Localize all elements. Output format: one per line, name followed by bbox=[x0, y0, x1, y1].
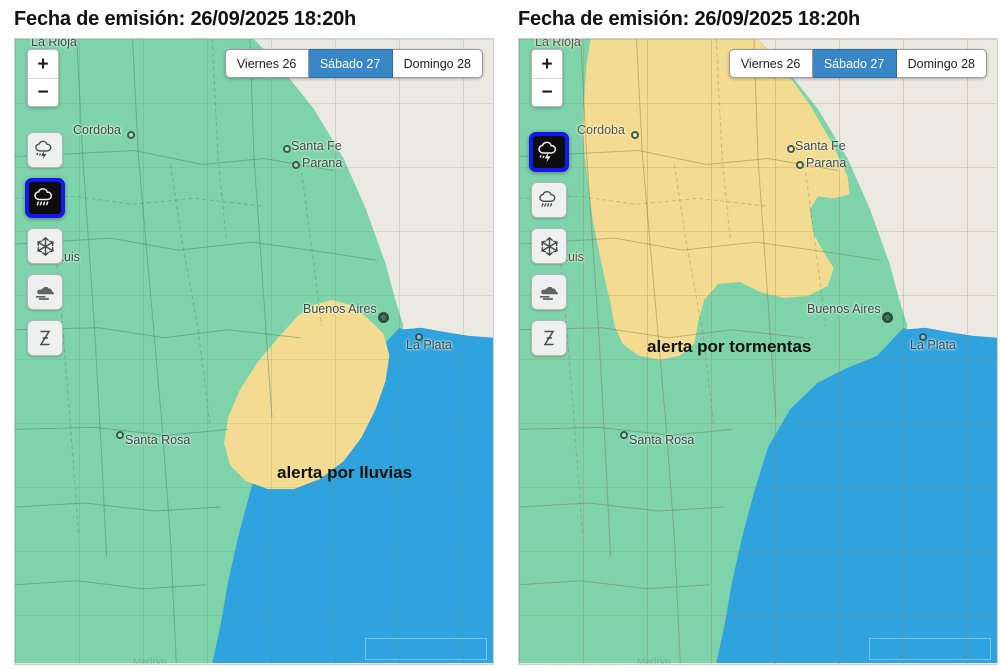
zoom-in-button[interactable]: + bbox=[28, 50, 58, 78]
day-tab-domingo[interactable]: Domingo 28 bbox=[392, 49, 483, 78]
map-right[interactable]: + − Viernes 26 Sábado 27 Domingo 28 bbox=[518, 38, 998, 665]
hazard-button-wind[interactable] bbox=[27, 274, 63, 310]
place-dot-santa-fe bbox=[787, 145, 795, 153]
place-dot-buenos-aires bbox=[378, 312, 389, 323]
panel-right-tormentas: Fecha de emisión: 26/09/2025 18:20h bbox=[504, 0, 1000, 669]
hazard-button-thunderstorm[interactable] bbox=[529, 132, 569, 172]
hazard-rail-left[interactable] bbox=[25, 132, 65, 356]
hazard-button-temperature[interactable] bbox=[531, 320, 567, 356]
issue-date-title: Fecha de emisión: 26/09/2025 18:20h bbox=[14, 7, 357, 30]
place-dot-buenos-aires bbox=[882, 312, 893, 323]
zoom-in-button[interactable]: + bbox=[532, 50, 562, 78]
rain-cloud-icon bbox=[538, 190, 560, 210]
map-attribution-box-left bbox=[365, 638, 487, 660]
thunderstorm-icon bbox=[537, 141, 561, 163]
snowflake-icon bbox=[539, 236, 560, 257]
temperature-icon bbox=[539, 328, 559, 348]
panel-right-header: Fecha de emisión: 26/09/2025 18:20h bbox=[504, 0, 1000, 38]
panel-left-header: Fecha de emisión: 26/09/2025 18:20h bbox=[0, 0, 496, 38]
thunderstorm-icon bbox=[34, 140, 56, 160]
rain-cloud-icon bbox=[33, 187, 57, 209]
day-tab-viernes[interactable]: Viernes 26 bbox=[224, 49, 309, 78]
map-land-green-left bbox=[15, 39, 404, 664]
map-left[interactable]: + − Viernes 26 Sábado 27 Domingo 28 bbox=[14, 38, 494, 665]
hazard-button-rain[interactable] bbox=[25, 178, 65, 218]
place-dot-parana bbox=[292, 161, 300, 169]
place-dot-santa-fe bbox=[283, 145, 291, 153]
place-dot-la-plata bbox=[415, 333, 423, 341]
hazard-button-wind[interactable] bbox=[531, 274, 567, 310]
hazard-rail-right[interactable] bbox=[529, 132, 569, 356]
hazard-button-rain[interactable] bbox=[531, 182, 567, 218]
hazard-button-temperature[interactable] bbox=[27, 320, 63, 356]
zoom-out-button[interactable]: − bbox=[532, 78, 562, 106]
map-water-right bbox=[716, 327, 997, 664]
alert-polygon-tormentas bbox=[582, 39, 850, 360]
alert-polygon-lluvias bbox=[224, 299, 390, 490]
day-selector-left[interactable]: Viernes 26 Sábado 27 Domingo 28 bbox=[224, 49, 483, 78]
wind-icon bbox=[34, 283, 57, 301]
wind-icon bbox=[538, 283, 561, 301]
place-dot-parana bbox=[796, 161, 804, 169]
place-dot-la-plata bbox=[919, 333, 927, 341]
place-dot-cordoba bbox=[127, 131, 135, 139]
hazard-button-snow[interactable] bbox=[531, 228, 567, 264]
issue-date-title: Fecha de emisión: 26/09/2025 18:20h bbox=[518, 7, 861, 30]
day-tab-sabado[interactable]: Sábado 27 bbox=[812, 49, 897, 78]
temperature-icon bbox=[35, 328, 55, 348]
day-tab-sabado[interactable]: Sábado 27 bbox=[308, 49, 393, 78]
zoom-control-left[interactable]: + − bbox=[27, 49, 59, 107]
zoom-out-button[interactable]: − bbox=[28, 78, 58, 106]
snowflake-icon bbox=[35, 236, 56, 257]
day-tab-viernes[interactable]: Viernes 26 bbox=[728, 49, 813, 78]
place-dot-santa-rosa bbox=[116, 431, 124, 439]
day-selector-right[interactable]: Viernes 26 Sábado 27 Domingo 28 bbox=[728, 49, 987, 78]
place-dot-cordoba bbox=[631, 131, 639, 139]
place-dot-santa-rosa bbox=[620, 431, 628, 439]
map-attribution-box-right bbox=[869, 638, 991, 660]
hazard-button-snow[interactable] bbox=[27, 228, 63, 264]
panel-left-lluvias: Fecha de emisión: 26/09/2025 18:20h bbox=[0, 0, 496, 669]
day-tab-domingo[interactable]: Domingo 28 bbox=[896, 49, 987, 78]
hazard-button-thunderstorm[interactable] bbox=[27, 132, 63, 168]
zoom-control-right[interactable]: + − bbox=[531, 49, 563, 107]
